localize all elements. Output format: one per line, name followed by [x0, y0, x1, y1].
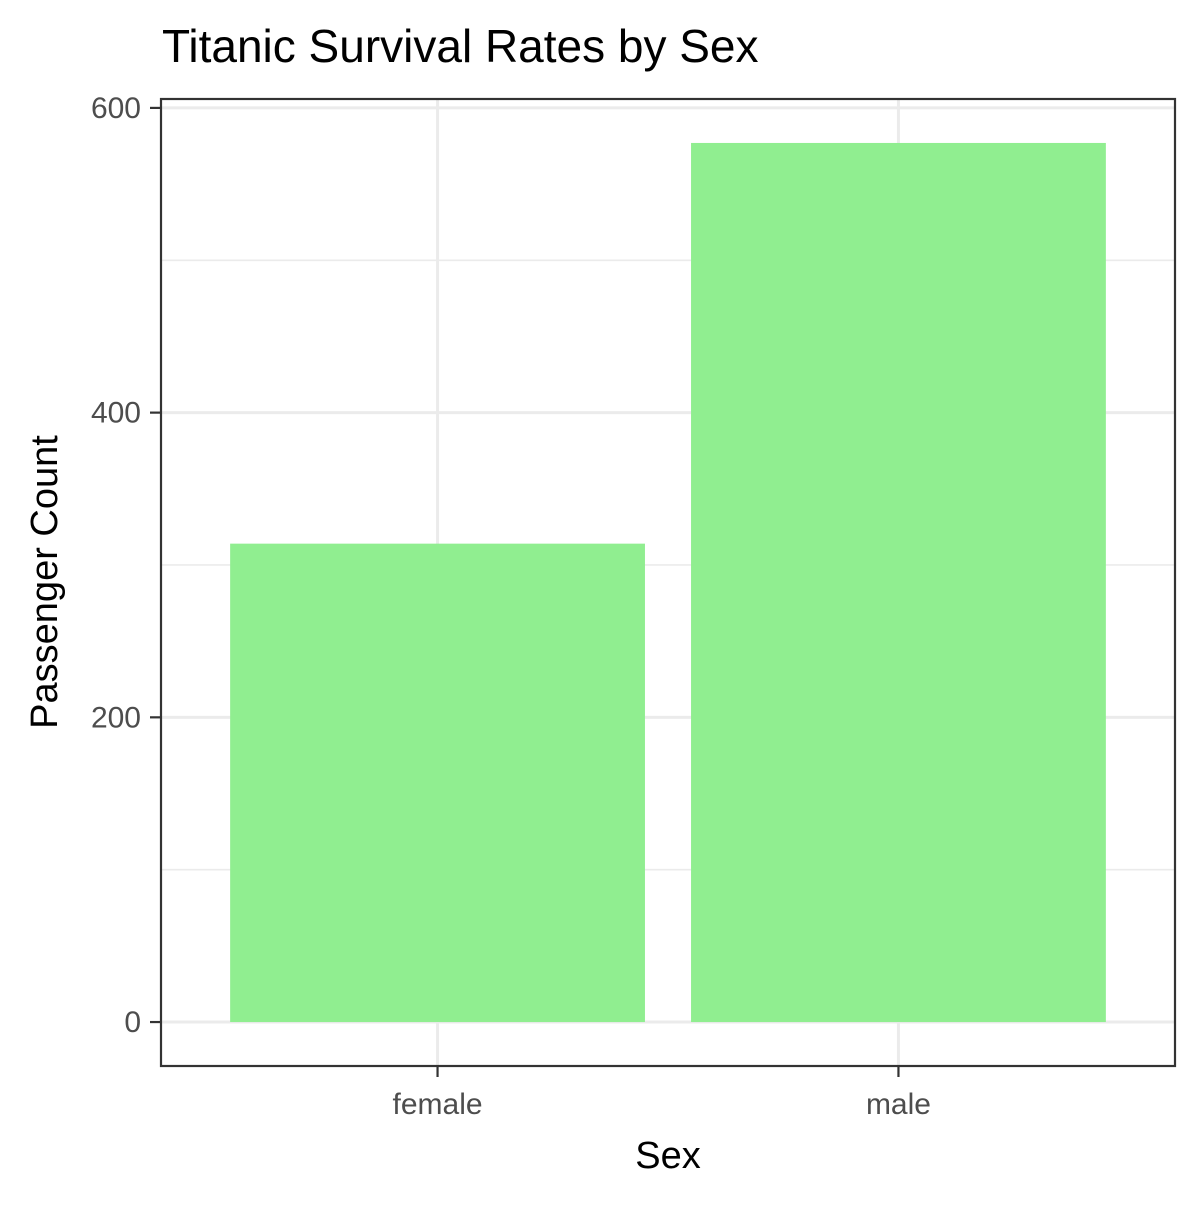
plot-panel-border — [159, 97, 1177, 1068]
bars — [230, 142, 1106, 1023]
y-tick-label: 600 — [91, 92, 141, 125]
bar-female — [230, 543, 645, 1023]
y-axis-title: Passenger Count — [24, 435, 66, 729]
y-axis: 0 200 400 600 — [91, 92, 161, 1039]
x-axis: female male — [393, 1066, 931, 1121]
bar-male — [691, 142, 1106, 1023]
x-tick-label-male: male — [866, 1088, 931, 1121]
x-axis-title: Sex — [635, 1135, 700, 1177]
y-tick-label: 200 — [91, 701, 141, 734]
x-tick-label-female: female — [393, 1088, 483, 1121]
y-tick-label: 0 — [124, 1006, 141, 1039]
y-tick-label: 400 — [91, 397, 141, 430]
chart-title: Titanic Survival Rates by Sex — [162, 20, 759, 72]
